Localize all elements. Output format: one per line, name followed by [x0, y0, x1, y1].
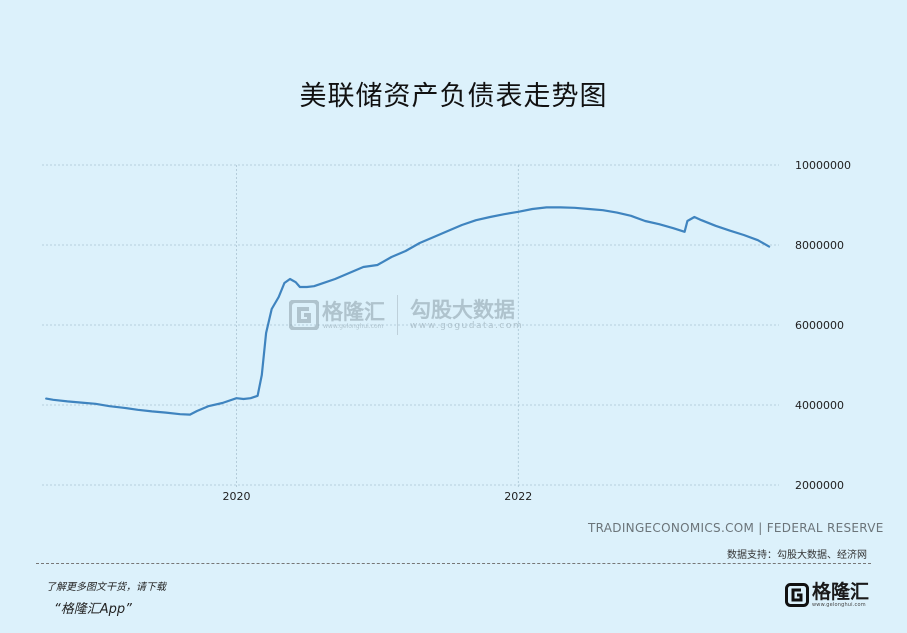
y-tick-label: 4000000 [795, 399, 844, 412]
dashed-divider [36, 563, 871, 564]
x-tick-label: 2020 [222, 490, 250, 503]
watermark-url-2: www.gogudata.com [410, 321, 524, 331]
watermark: 格隆汇 www.gelonghui.com 勾股大数据 www.gogudata… [289, 295, 523, 335]
x-tick-label: 2022 [504, 490, 532, 503]
promo-line-2: “格隆汇App” [54, 602, 132, 617]
brand-url: www.gelonghui.com [812, 602, 866, 608]
watermark-name-2: 勾股大数据 [410, 298, 515, 322]
grid-lines [42, 164, 779, 487]
y-axis-labels: 2000000 4000000 6000000 8000000 10000000 [795, 159, 851, 492]
chart-title: 美联储资产负债表走势图 [299, 81, 608, 112]
watermark-url: www.gelonghui.com [323, 322, 384, 330]
x-axis-labels: 2020 2022 [222, 490, 532, 503]
brand-logo: 格隆汇 www.gelonghui.com [785, 582, 869, 608]
watermark-logo-icon [289, 300, 319, 330]
watermark-divider [397, 295, 398, 335]
data-support-label: 数据支持：勾股大数据、经济网 [727, 550, 867, 561]
y-tick-label: 2000000 [795, 479, 844, 492]
brand-name: 格隆汇 [812, 581, 870, 603]
watermark-name: 格隆汇 [322, 299, 385, 324]
y-tick-label: 6000000 [795, 319, 844, 332]
brand-logo-icon [785, 583, 809, 607]
y-tick-label: 10000000 [795, 159, 851, 172]
y-tick-label: 8000000 [795, 239, 844, 252]
source-label: TRADINGECONOMICS.COM | FEDERAL RESERVE [588, 521, 884, 535]
series-line [45, 206, 771, 416]
promo-line-1: 了解更多图文干货，请下载 [46, 582, 166, 593]
